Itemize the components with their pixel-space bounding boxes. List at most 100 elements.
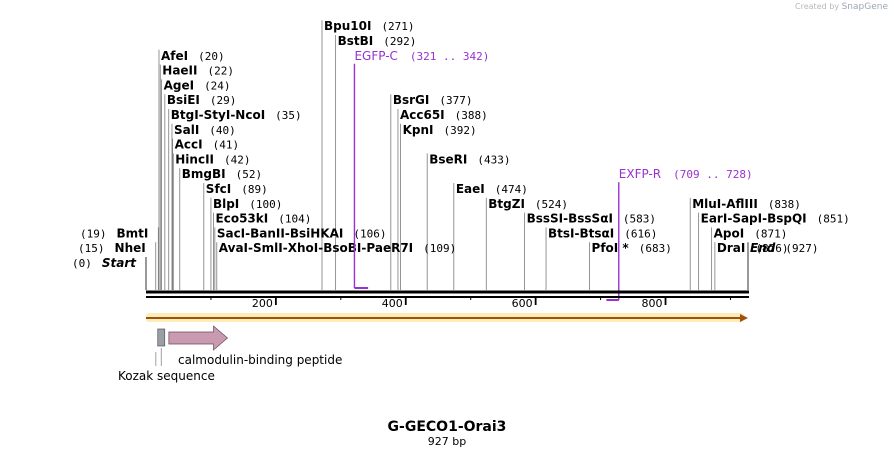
feature-layer: Kozak sequence calmodulin-binding peptide	[118, 325, 343, 383]
site-label-kpni[interactable]: KpnI (392)	[403, 123, 477, 137]
enzyme-name-bspqi: BspQI	[767, 212, 807, 226]
site-label-saci-banii-bsihkai[interactable]: SacI - BanII - BsiHKAI (106)	[217, 226, 387, 240]
enzyme-name-kpni: KpnI	[403, 123, 434, 137]
site-label-btgi-styi-ncoi[interactable]: BtgI - StyI - NcoI (35)	[171, 108, 302, 122]
site-position-nhei: (15)	[78, 242, 105, 255]
enzyme-name-avai: AvaI	[219, 241, 248, 255]
name-separator: -	[563, 212, 568, 226]
enzyme-name-ncoi: NcoI	[235, 108, 265, 122]
site-position-sfci: (89)	[241, 183, 267, 196]
site-position-hincii: (42)	[224, 153, 251, 166]
site-position-avai-smli-xhoi-bsobi-paer7i: (109)	[423, 242, 456, 255]
site-label-blpi[interactable]: BlpI (100)	[213, 197, 282, 211]
site-position-start: (0)	[72, 257, 92, 270]
tick-label: 400	[382, 297, 403, 310]
feature-label-calmodulin-binding-peptide: calmodulin-binding peptide	[178, 353, 342, 367]
enzyme-name-sali: SalI	[174, 123, 199, 137]
feature-kozak-sequence[interactable]: Kozak sequence	[118, 328, 215, 383]
site-label-sfci[interactable]: SfcI (89)	[206, 182, 268, 196]
site-position-pfoi: (683)	[639, 242, 672, 255]
enzyme-name-afliii: AflIII	[726, 197, 758, 211]
name-separator: -	[575, 226, 580, 240]
watermark: Created by SnapGene	[795, 2, 888, 12]
site-position-btgzi: (524)	[535, 198, 568, 211]
feature-calmodulin-binding-peptide[interactable]: calmodulin-binding peptide	[155, 325, 343, 367]
tick-label: 200	[252, 297, 273, 310]
site-label-bstbi[interactable]: BstBI (292)	[338, 34, 417, 48]
name-separator: -	[361, 241, 366, 255]
site-label-start[interactable]: (0) Start	[72, 256, 137, 270]
map-length: 927 bp	[428, 435, 466, 448]
site-lines	[145, 20, 749, 290]
site-label-bsiei[interactable]: BsiEI (29)	[167, 93, 237, 107]
tick-label: 600	[512, 297, 533, 310]
enzyme-name-haeii: HaeII	[162, 64, 197, 78]
site-label-acc65i[interactable]: Acc65I (388)	[400, 108, 488, 122]
primer-egfp-c[interactable]: EGFP-C (321 .. 342)	[353, 49, 489, 289]
site-position-eari-sapi-bspqi: (851)	[817, 213, 850, 226]
feature-shape-calmodulin-binding-peptide	[168, 325, 229, 351]
enzyme-name-xhoi: XhoI	[288, 241, 319, 255]
tick-200: 200	[252, 297, 277, 310]
enzyme-name-afei: AfeI	[161, 49, 188, 63]
name-separator: -	[285, 226, 290, 240]
site-label-bmgbi[interactable]: BmgBI (52)	[182, 167, 262, 181]
site-label-eari-sapi-bspqi[interactable]: EarI - SapI - BspQI (851)	[701, 212, 850, 226]
primer-range-egfp-c: (321 .. 342)	[410, 50, 489, 63]
site-label-bsssi-bsss-i[interactable]: BssSI - BssSαI (583)	[527, 212, 656, 226]
site-label-mlui-afliii[interactable]: MluI - AflIII (838)	[692, 197, 801, 211]
enzyme-name-paer7i: PaeR7I	[366, 241, 413, 255]
site-position-bstbi: (292)	[383, 35, 416, 48]
site-label-haeii[interactable]: HaeII (22)	[162, 64, 234, 78]
site-position-bsiei: (29)	[210, 94, 237, 107]
enzyme-name-bmti: BmtI	[116, 226, 148, 240]
enzyme-name-pfoi: PfoI *	[592, 241, 630, 255]
primer-exfp-r[interactable]: EXFP-R (709 .. 728)	[606, 167, 753, 301]
site-label-avai-smli-xhoi-bsobi-paer7i[interactable]: AvaI - SmlI - XhoI - BsoBI - PaeR7I (109)	[219, 241, 456, 255]
site-label-btgzi[interactable]: BtgZI (524)	[488, 197, 568, 211]
orf-bar	[146, 313, 748, 322]
enzyme-name-bts-i: BtsαI	[580, 226, 615, 240]
site-label-bmti[interactable]: (19) BmtI	[80, 226, 148, 240]
enzyme-name-blpi: BlpI	[213, 197, 239, 211]
enzyme-name-drai: DraI	[717, 241, 745, 255]
enzyme-name-bsiei: BsiEI	[167, 93, 200, 107]
site-position-blpi: (100)	[249, 198, 282, 211]
snapgene-logo: SnapGene	[841, 2, 888, 12]
enzyme-name-sfci: SfcI	[206, 182, 231, 196]
site-label-drai[interactable]: DraI (876)	[717, 241, 789, 255]
name-separator: -	[283, 241, 288, 255]
site-label-eco53ki[interactable]: Eco53kI (104)	[216, 212, 312, 226]
site-label-nhei[interactable]: (15) NheI	[78, 241, 146, 255]
site-label-bpu10i[interactable]: Bpu10I (271)	[324, 19, 415, 33]
tick-800: 800	[642, 297, 667, 310]
enzyme-name-eco53ki: Eco53kI	[216, 212, 269, 226]
primer-layer: EGFP-C (321 .. 342) EXFP-R (709 .. 728)	[353, 49, 753, 301]
enzyme-name-nhei: NheI	[115, 241, 146, 255]
enzyme-name-end: End	[750, 241, 776, 255]
tick-label: 800	[642, 297, 663, 310]
site-label-eaei[interactable]: EaeI (474)	[456, 182, 528, 196]
name-separator: -	[245, 226, 250, 240]
site-label-bseri[interactable]: BseRI (433)	[429, 152, 510, 166]
tick-600: 600	[512, 297, 537, 310]
site-label-agei[interactable]: AgeI (24)	[164, 78, 231, 92]
site-position-btgi-styi-ncoi: (35)	[275, 109, 302, 122]
site-label-sali[interactable]: SalI (40)	[174, 123, 236, 137]
site-position-drai: (876)	[755, 242, 788, 255]
site-label-btsi-bts-i[interactable]: BtsI - BtsαI (616)	[548, 226, 657, 240]
site-label-pfoi[interactable]: PfoI * (683)	[592, 241, 672, 255]
site-label-hincii[interactable]: HincII (42)	[175, 152, 250, 166]
enzyme-name-bsssi: BssSI	[527, 212, 564, 226]
site-label-end[interactable]: End (927)	[750, 241, 818, 255]
enzyme-name-saci: SacI	[217, 226, 245, 240]
name-separator: -	[721, 197, 726, 211]
site-label-apoi[interactable]: ApoI (871)	[714, 226, 788, 240]
site-position-acci: (41)	[213, 139, 240, 152]
site-label-afei[interactable]: AfeI (20)	[161, 49, 225, 63]
site-label-acci[interactable]: AccI (41)	[175, 138, 239, 152]
enzyme-name-bsobi: BsoBI	[323, 241, 361, 255]
site-label-bsrgi[interactable]: BsrGI (377)	[393, 93, 473, 107]
enzyme-name-agei: AgeI	[164, 78, 194, 92]
enzyme-name-bsrgi: BsrGI	[393, 93, 430, 107]
